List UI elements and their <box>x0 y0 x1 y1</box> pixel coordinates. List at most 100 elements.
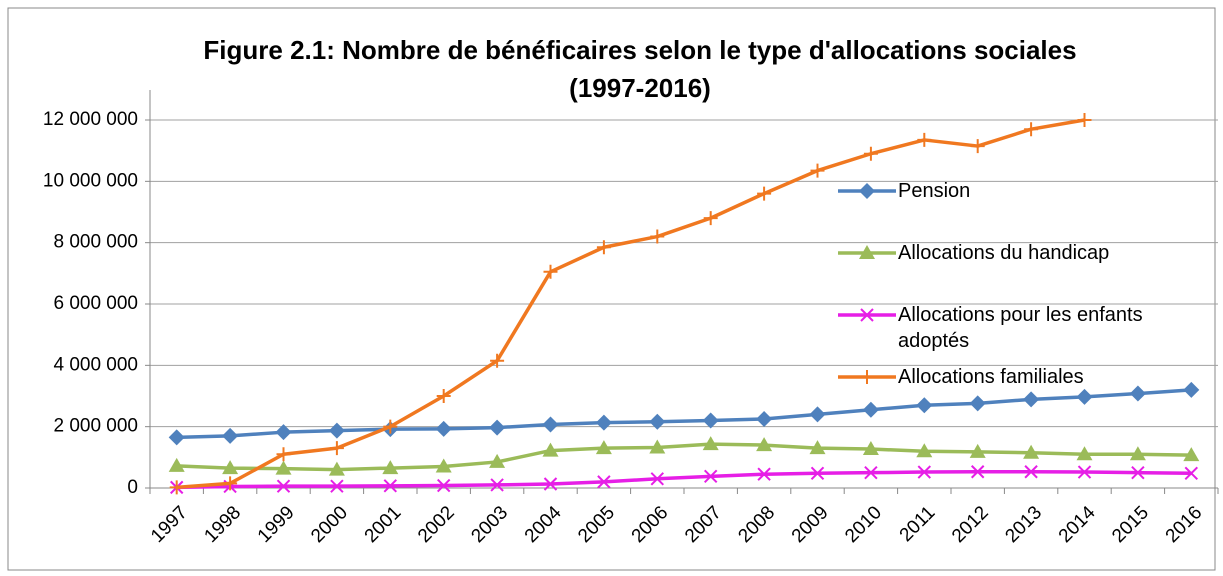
marker <box>1024 122 1039 137</box>
y-tick-label: 12 000 000 <box>43 109 138 130</box>
marker <box>169 480 184 495</box>
legend-label: Allocations pour les enfants adoptés <box>898 304 1143 352</box>
legend-swatch <box>838 308 896 322</box>
x-tick-label: 2006 <box>628 502 673 547</box>
marker <box>595 414 612 431</box>
marker <box>275 424 292 441</box>
marker <box>703 211 718 226</box>
marker <box>276 447 291 462</box>
x-tick-label: 2007 <box>681 502 726 547</box>
marker <box>650 229 665 244</box>
series-line <box>176 388 1192 440</box>
legend-label: Allocations familiales <box>898 366 1084 388</box>
x-tick-label: 1997 <box>147 502 192 547</box>
marker <box>543 477 558 491</box>
x-tick-label: 1998 <box>200 502 245 547</box>
x-tick-label: 2009 <box>788 502 833 547</box>
series-line <box>176 442 1192 472</box>
y-tick-label: 0 <box>127 477 138 498</box>
legend-entry: Pension <box>838 178 1178 204</box>
x-tick-label: 2002 <box>414 502 459 547</box>
marker <box>859 183 875 199</box>
marker <box>1024 465 1038 479</box>
x-tick-label: 2008 <box>734 502 779 547</box>
marker <box>859 245 875 259</box>
marker <box>489 419 506 436</box>
marker <box>757 186 772 201</box>
marker <box>489 453 506 468</box>
x-tick-label: 2014 <box>1055 502 1100 547</box>
marker <box>860 370 874 384</box>
x-tick-label: 2015 <box>1108 502 1153 547</box>
marker <box>863 146 878 161</box>
legend-entry: Allocations familiales <box>838 364 1178 390</box>
marker <box>702 412 719 429</box>
chart-title: (1997-2016) <box>569 73 711 103</box>
legend-entry: Allocations du handicap <box>838 240 1178 266</box>
x-tick-label: 2005 <box>574 502 619 547</box>
marker <box>382 460 399 475</box>
marker <box>702 436 719 451</box>
marker <box>1076 446 1093 461</box>
marker <box>436 478 451 493</box>
y-tick-label: 4 000 000 <box>53 354 138 375</box>
marker <box>223 476 238 491</box>
marker <box>970 139 985 154</box>
marker <box>1183 447 1200 462</box>
marker <box>809 406 826 423</box>
marker <box>490 478 504 492</box>
marker <box>276 479 291 493</box>
marker <box>649 413 666 430</box>
marker <box>275 460 292 475</box>
marker <box>328 422 345 439</box>
legend-label: Allocations du handicap <box>898 242 1110 264</box>
marker <box>1129 385 1146 402</box>
x-tick-label: 2004 <box>521 502 566 547</box>
marker <box>864 465 878 480</box>
marker <box>490 353 505 368</box>
legend-swatch <box>838 183 896 199</box>
marker <box>757 467 771 481</box>
x-tick-label: 2013 <box>1001 502 1046 547</box>
marker <box>969 395 986 412</box>
x-tick-label: 2012 <box>948 502 993 547</box>
marker <box>222 460 239 475</box>
marker <box>1077 113 1092 127</box>
marker <box>1129 446 1146 461</box>
marker <box>596 240 611 255</box>
legend-entry: Allocations pour les enfants adoptés <box>838 302 1178 354</box>
marker <box>969 443 986 458</box>
marker <box>650 472 665 486</box>
marker <box>435 420 452 437</box>
series-line <box>176 118 1085 490</box>
y-tick-label: 8 000 000 <box>53 232 138 253</box>
marker <box>1131 465 1145 480</box>
marker <box>860 308 874 322</box>
marker <box>916 397 933 414</box>
marker <box>222 427 239 444</box>
y-tick-label: 10 000 000 <box>43 170 138 191</box>
x-tick-label: 2011 <box>896 502 940 546</box>
marker <box>917 465 932 479</box>
marker <box>1076 388 1093 405</box>
marker <box>542 416 559 433</box>
marker <box>1077 465 1092 479</box>
marker <box>383 419 398 434</box>
marker <box>383 479 398 493</box>
marker <box>329 441 344 456</box>
marker <box>703 469 718 484</box>
marker <box>436 389 451 403</box>
legend-swatch <box>838 245 896 259</box>
x-tick-label: 2000 <box>307 502 352 547</box>
chart-border <box>7 7 1216 571</box>
marker <box>809 440 826 455</box>
marker <box>542 442 559 457</box>
marker <box>1023 444 1040 459</box>
chart-title: Figure 2.1: Nombre de bénéficaires selon… <box>203 35 1076 65</box>
marker <box>916 443 933 458</box>
marker <box>543 264 558 279</box>
marker <box>862 401 879 418</box>
marker <box>917 132 932 147</box>
marker <box>168 429 185 446</box>
